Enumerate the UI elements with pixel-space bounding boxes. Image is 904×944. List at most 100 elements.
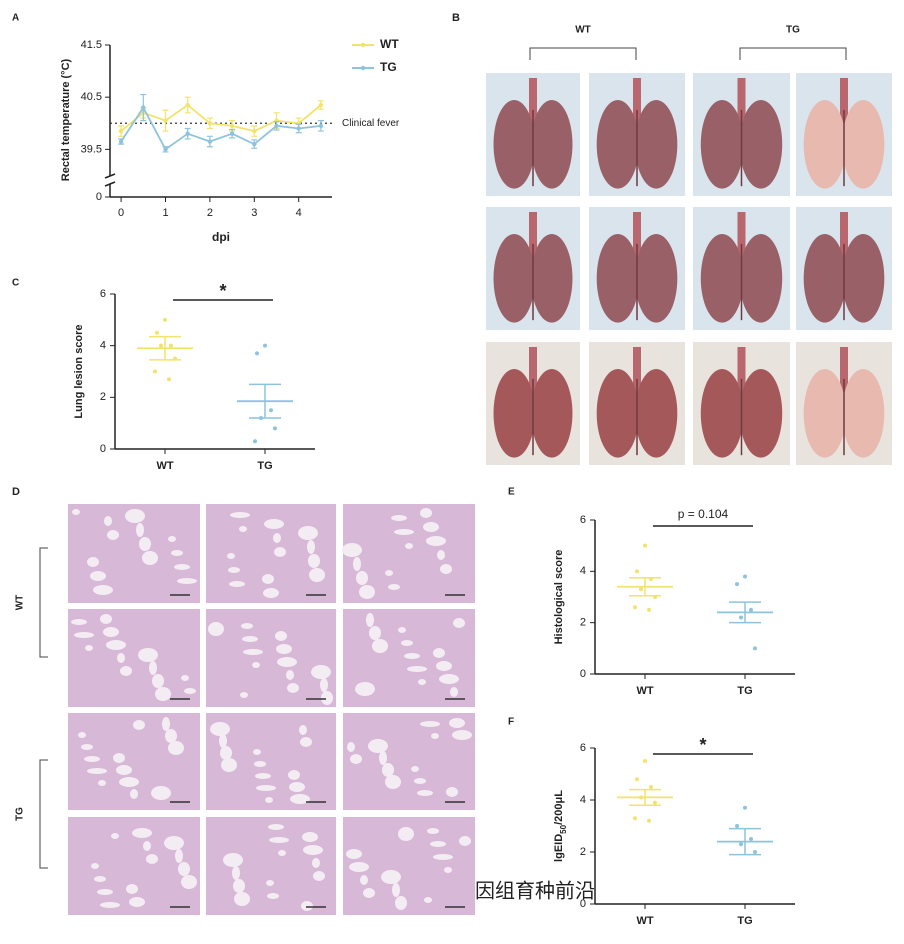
y-axis-label: Rectal temperature (°C) bbox=[60, 58, 72, 181]
alveolus bbox=[379, 751, 387, 765]
histology-image bbox=[206, 609, 336, 707]
alveolus bbox=[255, 773, 271, 779]
alveolus bbox=[309, 568, 325, 582]
alveolus bbox=[321, 691, 333, 705]
data-point bbox=[633, 816, 637, 821]
alveolus bbox=[241, 623, 253, 629]
y-tick-label: 6 bbox=[580, 742, 586, 754]
alveolus bbox=[232, 866, 240, 880]
data-point bbox=[749, 837, 753, 841]
y-tick-label: 0 bbox=[580, 668, 586, 680]
marker bbox=[296, 126, 301, 131]
data-point bbox=[159, 343, 163, 348]
data-point bbox=[643, 543, 647, 548]
alveolus bbox=[168, 536, 176, 542]
alveolus bbox=[395, 896, 407, 910]
alveolus bbox=[229, 581, 245, 587]
series-line bbox=[120, 103, 322, 133]
alveolus bbox=[78, 732, 86, 738]
sem-bar bbox=[629, 577, 661, 597]
alveolus bbox=[312, 858, 320, 868]
alveolus bbox=[417, 790, 433, 796]
alveolus bbox=[350, 754, 362, 764]
alveolus bbox=[308, 554, 320, 568]
x-tick-label: 1 bbox=[162, 207, 168, 219]
data-point bbox=[163, 317, 167, 322]
marker bbox=[185, 131, 190, 136]
alveolus bbox=[253, 749, 261, 755]
alveolus bbox=[97, 889, 113, 895]
alveolus bbox=[349, 862, 369, 872]
alveolus bbox=[407, 666, 427, 672]
sem-bar bbox=[249, 383, 281, 419]
x-tick-label: 0 bbox=[118, 207, 124, 219]
lung-lobe bbox=[739, 234, 783, 323]
lung-lobe bbox=[803, 234, 846, 323]
alveolus bbox=[100, 614, 112, 624]
alveolus bbox=[420, 721, 440, 727]
alveolus bbox=[289, 782, 305, 792]
x-tick-label: TG bbox=[737, 685, 752, 697]
alveolus bbox=[401, 640, 413, 646]
alveolus bbox=[424, 897, 432, 903]
lung-lobe bbox=[635, 100, 678, 189]
data-point bbox=[167, 377, 171, 382]
sem-bar bbox=[729, 601, 761, 624]
alveolus bbox=[104, 516, 112, 526]
lung-lobe bbox=[531, 369, 573, 458]
alveolus bbox=[411, 766, 419, 772]
data-point bbox=[639, 587, 643, 592]
alveolus bbox=[273, 533, 281, 543]
marker bbox=[229, 131, 235, 136]
alveolus bbox=[286, 670, 294, 680]
lung-lobe bbox=[739, 369, 783, 458]
alveolus bbox=[171, 550, 183, 556]
y-tick-label: 39.5 bbox=[81, 143, 102, 155]
panel-label: B bbox=[452, 12, 460, 24]
alveolus bbox=[120, 666, 132, 676]
data-point bbox=[273, 426, 277, 431]
y-tick-label: 4 bbox=[580, 565, 586, 577]
alveolus bbox=[230, 512, 250, 518]
panel-label: D bbox=[12, 486, 20, 498]
trachea bbox=[840, 78, 848, 134]
alveolus bbox=[385, 570, 393, 576]
y-tick-label: 6 bbox=[100, 288, 106, 300]
group-bracket bbox=[739, 47, 847, 60]
data-point bbox=[649, 785, 653, 789]
trachea bbox=[737, 78, 746, 134]
alveolus bbox=[87, 557, 99, 567]
y-tick-label: 0 bbox=[580, 898, 586, 910]
marker bbox=[318, 123, 324, 129]
legend-label: WT bbox=[380, 37, 399, 51]
alveolus bbox=[266, 880, 274, 886]
alveolus bbox=[117, 653, 125, 663]
alveolus bbox=[433, 854, 453, 860]
data-point bbox=[253, 439, 257, 444]
lung-lobe bbox=[842, 234, 885, 323]
alveolus bbox=[71, 619, 87, 625]
alveolus bbox=[267, 893, 279, 899]
data-point bbox=[635, 569, 639, 574]
x-tick-label: WT bbox=[636, 685, 653, 697]
alveolus bbox=[423, 522, 439, 532]
alveolus bbox=[221, 758, 237, 772]
alveolus bbox=[139, 537, 151, 551]
alveolus bbox=[444, 867, 452, 873]
alveolus bbox=[129, 897, 145, 907]
trachea bbox=[633, 212, 641, 268]
alveolus bbox=[276, 644, 292, 654]
alveolus bbox=[446, 787, 458, 797]
alveolus bbox=[355, 682, 375, 696]
lung-lobe bbox=[635, 234, 678, 323]
lung-lobe bbox=[493, 234, 535, 323]
alveolus bbox=[298, 526, 318, 540]
alveolus bbox=[459, 836, 471, 846]
marker bbox=[141, 105, 146, 110]
alveolus bbox=[90, 571, 106, 581]
lung-lobe bbox=[739, 100, 783, 189]
alveolus bbox=[133, 720, 145, 730]
data-point bbox=[155, 330, 159, 335]
significance-label: p = 0.104 bbox=[678, 507, 729, 521]
